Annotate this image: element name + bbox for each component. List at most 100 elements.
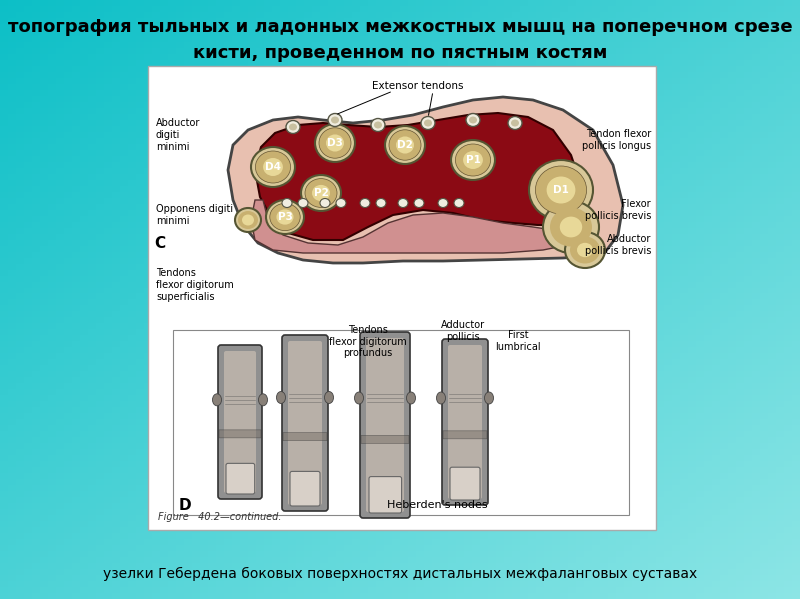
Text: Opponens digiti
minimi: Opponens digiti minimi — [156, 204, 233, 226]
Ellipse shape — [546, 177, 575, 204]
Ellipse shape — [305, 179, 337, 207]
Ellipse shape — [255, 151, 290, 183]
Ellipse shape — [263, 158, 283, 176]
Ellipse shape — [529, 160, 593, 220]
FancyBboxPatch shape — [288, 341, 322, 505]
Ellipse shape — [251, 147, 295, 187]
Ellipse shape — [298, 198, 308, 207]
FancyBboxPatch shape — [148, 66, 656, 530]
FancyBboxPatch shape — [218, 345, 262, 499]
Text: Tendons
flexor digitorum
superficialis: Tendons flexor digitorum superficialis — [156, 268, 234, 302]
FancyBboxPatch shape — [226, 464, 254, 494]
Ellipse shape — [511, 119, 519, 126]
Ellipse shape — [455, 144, 490, 176]
Text: Figure   40.2—continued.: Figure 40.2—continued. — [158, 512, 282, 522]
Ellipse shape — [550, 207, 592, 247]
Ellipse shape — [485, 392, 494, 404]
Ellipse shape — [319, 128, 351, 158]
Ellipse shape — [421, 116, 435, 129]
Ellipse shape — [389, 130, 421, 160]
Ellipse shape — [371, 119, 385, 132]
Text: Tendon flexor
pollicis longus: Tendon flexor pollicis longus — [582, 129, 651, 151]
FancyBboxPatch shape — [173, 330, 629, 515]
FancyBboxPatch shape — [219, 430, 261, 438]
Ellipse shape — [406, 392, 415, 404]
FancyBboxPatch shape — [360, 332, 410, 518]
Ellipse shape — [414, 198, 424, 207]
FancyBboxPatch shape — [290, 471, 320, 506]
Ellipse shape — [270, 204, 300, 231]
FancyBboxPatch shape — [442, 339, 488, 505]
Text: P1: P1 — [466, 155, 481, 165]
Ellipse shape — [242, 214, 254, 225]
Text: First
lumbrical: First lumbrical — [495, 330, 541, 352]
Ellipse shape — [289, 123, 297, 131]
Ellipse shape — [376, 198, 386, 207]
FancyBboxPatch shape — [361, 435, 409, 443]
Text: Extensor tendons: Extensor tendons — [372, 81, 464, 91]
Ellipse shape — [469, 116, 477, 123]
Ellipse shape — [577, 243, 593, 257]
Ellipse shape — [277, 392, 286, 404]
Ellipse shape — [326, 134, 344, 152]
Ellipse shape — [466, 113, 480, 126]
Ellipse shape — [336, 198, 346, 207]
Ellipse shape — [463, 151, 483, 169]
FancyBboxPatch shape — [450, 467, 480, 500]
Ellipse shape — [315, 124, 355, 162]
Text: Abductor
pollicis brevis: Abductor pollicis brevis — [585, 234, 651, 256]
Ellipse shape — [238, 211, 258, 229]
Text: Tendons
flexor digitorum
profundus: Tendons flexor digitorum profundus — [329, 325, 407, 358]
Ellipse shape — [454, 198, 464, 207]
Text: топография тыльных и ладонных межкостных мышц на поперечном срезе: топография тыльных и ладонных межкостных… — [8, 18, 792, 36]
Ellipse shape — [508, 116, 522, 129]
Ellipse shape — [535, 166, 586, 214]
Ellipse shape — [213, 394, 222, 406]
Text: P2: P2 — [314, 188, 329, 198]
Text: узелки Гебердена боковых поверхностях дистальных межфаланговых суставах: узелки Гебердена боковых поверхностях ди… — [103, 567, 697, 581]
Text: Adductor
pollicis: Adductor pollicis — [441, 320, 485, 341]
Ellipse shape — [320, 198, 330, 207]
Ellipse shape — [312, 185, 330, 201]
Polygon shape — [251, 200, 568, 253]
Ellipse shape — [374, 122, 382, 129]
FancyBboxPatch shape — [366, 338, 404, 512]
Text: D1: D1 — [553, 185, 569, 195]
Text: Abductor
digiti
minimi: Abductor digiti minimi — [156, 119, 200, 152]
Ellipse shape — [328, 113, 342, 126]
Ellipse shape — [438, 198, 448, 207]
Polygon shape — [255, 113, 581, 240]
FancyBboxPatch shape — [369, 477, 402, 513]
Text: D2: D2 — [397, 140, 413, 150]
Ellipse shape — [360, 198, 370, 207]
Ellipse shape — [266, 200, 304, 234]
Text: D3: D3 — [327, 138, 343, 148]
Ellipse shape — [560, 217, 582, 237]
Text: Flexor
pollicis brevis: Flexor pollicis brevis — [585, 199, 651, 221]
Text: кисти, проведенном по пястным костям: кисти, проведенном по пястным костям — [193, 44, 607, 62]
Ellipse shape — [354, 392, 363, 404]
Ellipse shape — [277, 209, 294, 225]
Ellipse shape — [235, 208, 261, 232]
FancyBboxPatch shape — [448, 345, 482, 499]
FancyBboxPatch shape — [224, 351, 256, 493]
Ellipse shape — [331, 116, 339, 123]
Text: P3: P3 — [278, 212, 293, 222]
Ellipse shape — [301, 175, 341, 211]
Ellipse shape — [437, 392, 446, 404]
Ellipse shape — [325, 392, 334, 404]
Ellipse shape — [258, 394, 267, 406]
Text: D: D — [178, 498, 191, 513]
Text: D4: D4 — [265, 162, 281, 172]
FancyBboxPatch shape — [282, 335, 328, 511]
Ellipse shape — [282, 198, 292, 207]
Ellipse shape — [398, 198, 408, 207]
Text: C: C — [154, 235, 166, 250]
Polygon shape — [228, 97, 623, 263]
FancyBboxPatch shape — [443, 431, 487, 439]
Text: Heberden's nodes: Heberden's nodes — [387, 500, 488, 510]
Ellipse shape — [286, 120, 300, 134]
Ellipse shape — [570, 237, 600, 264]
Ellipse shape — [451, 140, 495, 180]
Ellipse shape — [396, 137, 414, 153]
